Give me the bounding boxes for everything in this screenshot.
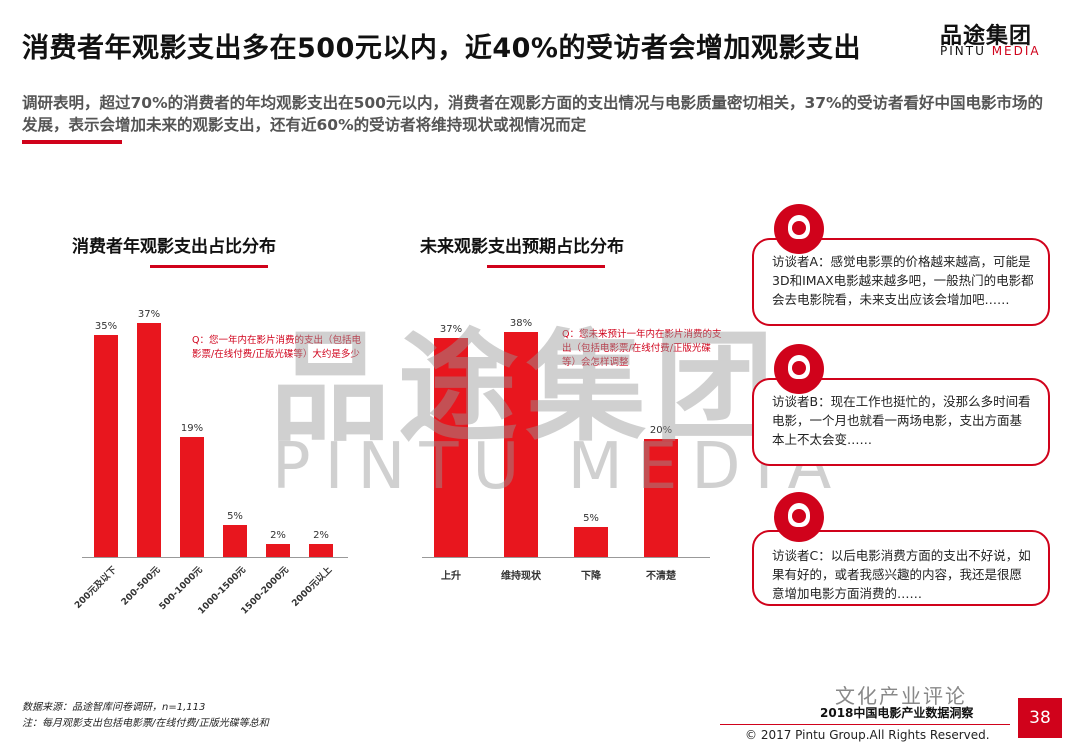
brand-logo-en: PINTU MEDIA — [940, 44, 1041, 58]
bar-0 — [434, 337, 468, 557]
bar-1 — [137, 322, 161, 557]
interview-card-c: 访谈者C：以后电影消费方面的支出不好说，如果有好的，或者我感兴趣的内容，我还是很… — [752, 530, 1050, 606]
data-source: 数据来源：品途智库问卷调研，n=1,113 — [22, 702, 206, 713]
bar-3 — [223, 525, 247, 557]
page-subtitle: 调研表明，超过70%的消费者的年均观影支出在500元以内，消费者在观影方面的支出… — [22, 94, 1044, 134]
x-tick-label: 不清楚 — [646, 571, 676, 582]
bar-4 — [266, 544, 290, 557]
girl-avatar-icon — [774, 344, 824, 394]
chart2-title-rule — [487, 265, 605, 268]
logo-en-part1: PINTU — [940, 44, 992, 58]
chart2-plot: 37% 上升 38% 维持现状 5% 下降 20% 不清楚 — [420, 280, 710, 582]
interview-card-b: 访谈者B：现在工作也挺忙的，没那么多时间看电影，一个月也就看一两场电影，支出方面… — [752, 378, 1050, 466]
bar-1 — [504, 332, 538, 557]
brand-watermark: 文化产业评论 — [835, 684, 967, 708]
bar-0 — [94, 335, 118, 557]
x-tick-label: 下降 — [581, 571, 601, 582]
footnote: 注：每月观影支出包括电影票/在线付费/正版光碟等总和 — [22, 718, 269, 729]
watermark-cn: 品途集团 — [270, 319, 782, 458]
chart1-plot: 35% 200元及以下 37% 200-500元 19% 500-1000元 5% 1000-… — [73, 280, 360, 617]
bar-value-label: 19% — [180, 422, 204, 434]
bar-2 — [574, 527, 608, 557]
interview-text-c: 访谈者C：以后电影消费方面的支出不好说，如果有好的，或者我感兴趣的内容，我还是很… — [772, 548, 1031, 601]
bar-value-label: 2% — [313, 530, 329, 542]
subtitle-rule — [22, 140, 122, 144]
page-title: 消费者年观影支出多在500元以内，近40%的受访者会增加观影支出 — [22, 33, 861, 64]
chart1-title: 消费者年观影支出占比分布 — [72, 237, 276, 257]
bar-value-label: 37% — [439, 323, 463, 335]
x-tick-label: 2000元以上 — [290, 565, 335, 610]
chart2-question: Q：您未来预计一年内在影片消费的支出（包括电影票/在线付费/正版光碟等）会怎样调… — [562, 329, 722, 368]
bar-2 — [180, 436, 204, 557]
copyright: © 2017 Pintu Group.All Rights Reserved. — [745, 728, 990, 742]
x-axis — [82, 557, 348, 558]
bar-3 — [644, 438, 678, 557]
chart1-question: Q：您一年内在影片消费的支出（包括电影票/在线付费/正版光碟等）大约是多少 — [192, 335, 361, 360]
chart2-title: 未来观影支出预期占比分布 — [420, 237, 624, 257]
interview-text-b: 访谈者B：现在工作也挺忙的，没那么多时间看电影，一个月也就看一两场电影，支出方面… — [772, 394, 1031, 447]
report-title: 2018中国电影产业数据洞察 — [820, 706, 974, 720]
x-tick-label: 维持现状 — [501, 571, 541, 582]
interview-text-a: 访谈者A：感觉电影票的价格越来越高，可能是3D和IMAX电影越来越多吧，一般热门… — [772, 254, 1034, 307]
page-number: 38 — [1018, 698, 1062, 738]
bar-5 — [309, 544, 333, 557]
bar-value-label: 5% — [227, 511, 243, 523]
watermark-en: PINTU MEDIA — [272, 430, 846, 504]
x-tick-label: 200元及以下 — [73, 565, 120, 611]
bar-value-label: 20% — [649, 424, 673, 436]
footer-rule — [720, 724, 1010, 725]
bar-value-label: 38% — [509, 318, 533, 330]
bar-value-label: 37% — [137, 308, 161, 320]
x-tick-label: 上升 — [441, 571, 461, 582]
bar-value-label: 2% — [270, 530, 286, 542]
brand-logo: 品途集团 — [940, 24, 1033, 49]
woman-avatar-icon — [774, 204, 824, 254]
logo-en-part2: MEDIA — [991, 44, 1041, 58]
bar-value-label: 35% — [94, 321, 118, 333]
chart1-title-rule — [150, 265, 268, 268]
x-axis — [422, 557, 710, 558]
man-avatar-icon — [774, 492, 824, 542]
x-tick-label: 200-500元 — [119, 565, 163, 608]
bar-value-label: 5% — [583, 513, 599, 525]
